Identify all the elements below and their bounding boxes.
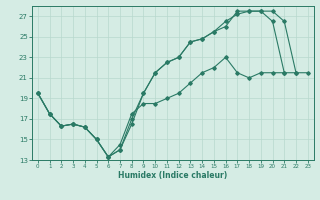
X-axis label: Humidex (Indice chaleur): Humidex (Indice chaleur) bbox=[118, 171, 228, 180]
